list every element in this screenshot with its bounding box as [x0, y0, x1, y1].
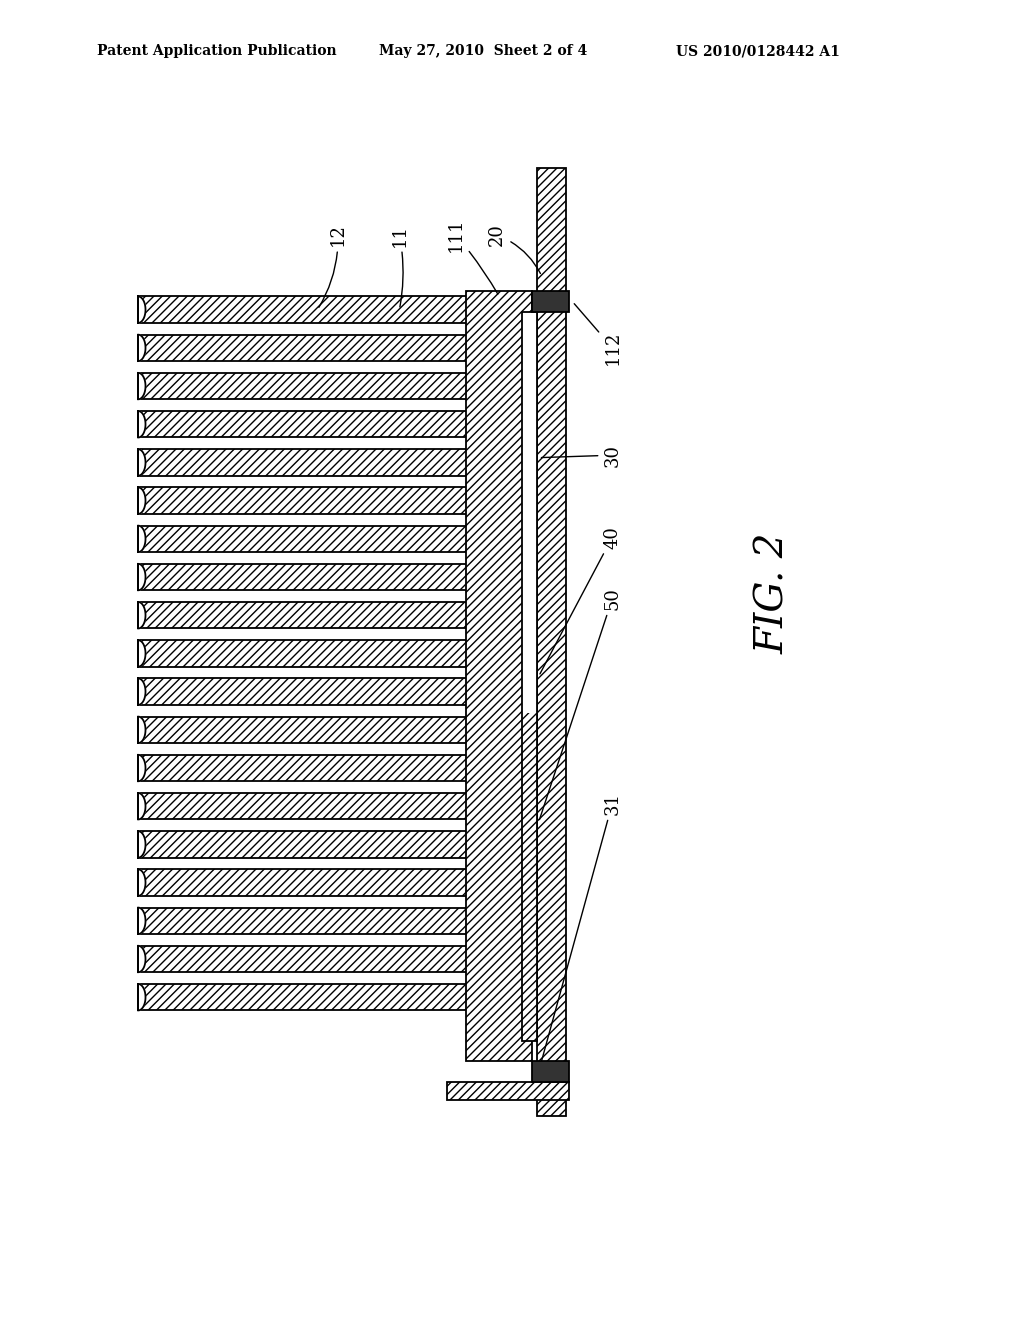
Polygon shape: [138, 297, 145, 323]
Bar: [138, 297, 512, 323]
Bar: [138, 908, 512, 935]
Polygon shape: [138, 755, 145, 781]
Text: 50: 50: [540, 587, 622, 820]
Bar: [138, 946, 512, 973]
Polygon shape: [138, 411, 145, 437]
Bar: [466, 292, 532, 1061]
Text: 11: 11: [390, 223, 409, 308]
Bar: [138, 487, 512, 513]
Polygon shape: [138, 449, 145, 475]
Text: 111: 111: [446, 218, 498, 294]
Bar: [447, 1082, 569, 1101]
Text: 112: 112: [574, 304, 622, 364]
Bar: [138, 908, 512, 935]
Bar: [138, 832, 512, 858]
Bar: [138, 983, 512, 1010]
Bar: [138, 983, 512, 1010]
Text: US 2010/0128442 A1: US 2010/0128442 A1: [676, 45, 840, 58]
Bar: [138, 602, 512, 628]
Bar: [138, 717, 512, 743]
Polygon shape: [138, 564, 145, 590]
Bar: [138, 525, 512, 552]
Text: May 27, 2010  Sheet 2 of 4: May 27, 2010 Sheet 2 of 4: [379, 45, 587, 58]
Bar: [138, 564, 512, 590]
Bar: [138, 372, 512, 399]
Bar: [138, 297, 512, 323]
Bar: [138, 449, 512, 475]
Bar: [522, 713, 537, 1041]
Bar: [138, 755, 512, 781]
Text: 31: 31: [540, 792, 622, 1069]
Bar: [138, 411, 512, 437]
Bar: [138, 678, 512, 705]
Bar: [138, 678, 512, 705]
Bar: [522, 312, 537, 1041]
Bar: [466, 292, 532, 1061]
Polygon shape: [138, 525, 145, 552]
Polygon shape: [138, 870, 145, 896]
Polygon shape: [138, 335, 145, 362]
Bar: [537, 169, 566, 1115]
Bar: [532, 292, 569, 312]
Polygon shape: [138, 832, 145, 858]
Polygon shape: [138, 678, 145, 705]
Bar: [537, 169, 566, 1115]
Polygon shape: [138, 793, 145, 820]
Bar: [138, 640, 512, 667]
Bar: [138, 564, 512, 590]
Bar: [447, 1082, 569, 1101]
Polygon shape: [138, 983, 145, 1010]
Bar: [138, 335, 512, 362]
Bar: [138, 449, 512, 475]
Text: FIG. 2: FIG. 2: [755, 533, 792, 655]
Polygon shape: [138, 602, 145, 628]
Bar: [138, 832, 512, 858]
Polygon shape: [138, 487, 145, 513]
Bar: [532, 1061, 569, 1082]
Bar: [138, 793, 512, 820]
Bar: [138, 602, 512, 628]
Bar: [138, 793, 512, 820]
Bar: [138, 487, 512, 513]
Polygon shape: [138, 640, 145, 667]
Polygon shape: [138, 717, 145, 743]
Polygon shape: [138, 372, 145, 399]
Bar: [138, 372, 512, 399]
Bar: [138, 525, 512, 552]
Bar: [138, 870, 512, 896]
Polygon shape: [138, 908, 145, 935]
Bar: [138, 946, 512, 973]
Bar: [138, 755, 512, 781]
Bar: [138, 717, 512, 743]
Bar: [138, 335, 512, 362]
Text: 30: 30: [542, 444, 622, 467]
Text: 12: 12: [318, 223, 347, 308]
Text: 20: 20: [487, 223, 541, 273]
Polygon shape: [138, 946, 145, 973]
Bar: [138, 640, 512, 667]
Text: 40: 40: [540, 525, 622, 675]
Bar: [138, 870, 512, 896]
Bar: [138, 411, 512, 437]
Text: Patent Application Publication: Patent Application Publication: [97, 45, 337, 58]
